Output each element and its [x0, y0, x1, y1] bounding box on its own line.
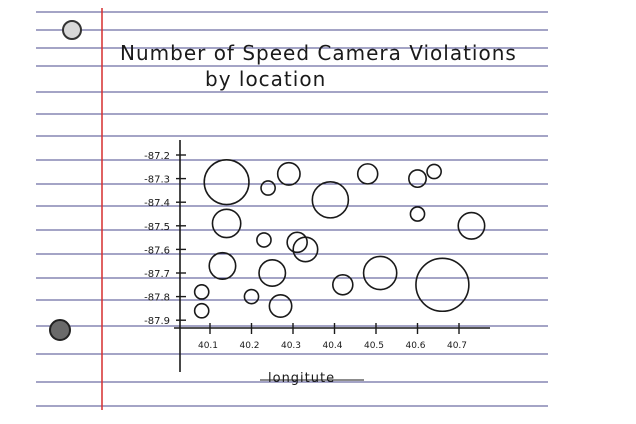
x-tick-label: 40.7 — [447, 341, 467, 351]
data-point — [256, 232, 272, 248]
data-point — [356, 163, 379, 185]
y-tick-label: -87.5 — [144, 222, 170, 233]
x-tick-label: 40.2 — [239, 341, 259, 351]
data-point — [331, 273, 354, 296]
data-point — [260, 180, 276, 196]
data-point — [415, 257, 470, 313]
y-axis-ticks: -87.2 -87.3 -87.4 -87.5 -87.6 -87.7 -87.8 -87.9 — [144, 151, 186, 327]
x-tick-label: 40.3 — [281, 341, 301, 351]
data-point — [276, 161, 301, 186]
data-point — [208, 251, 237, 280]
data-point — [258, 258, 287, 288]
x-axis-label: longitute — [268, 371, 335, 386]
y-tick-label: -87.3 — [144, 175, 170, 186]
data-point — [362, 255, 398, 291]
data-point — [311, 181, 350, 219]
y-tick-label: -87.7 — [144, 269, 170, 280]
data-point — [243, 288, 260, 305]
x-tick-label: 40.5 — [364, 341, 384, 351]
y-tick-label: -87.4 — [144, 198, 170, 209]
binder-hole — [49, 319, 71, 341]
data-point — [457, 211, 486, 240]
data-point — [193, 302, 210, 319]
binder-hole — [62, 20, 82, 40]
data-point — [426, 163, 442, 180]
y-tick-label: -87.8 — [144, 293, 170, 304]
data-point — [408, 169, 427, 189]
data-point — [409, 206, 426, 222]
data-point — [292, 236, 319, 263]
data-points — [193, 158, 486, 319]
x-tick-label: 40.6 — [405, 341, 425, 351]
data-point — [203, 158, 250, 206]
x-axis-ticks: 40.1 40.2 40.3 40.4 40.5 40.6 40.7 — [198, 323, 467, 351]
data-point — [211, 208, 242, 239]
chart-subtitle: by location — [205, 67, 326, 91]
data-point — [286, 231, 308, 254]
y-tick-label: -87.9 — [144, 316, 170, 327]
y-tick-label: -87.2 — [144, 151, 170, 162]
y-tick-label: -87.6 — [144, 245, 170, 256]
x-tick-label: 40.4 — [322, 341, 342, 351]
chart-title: Number of Speed Camera Violations — [120, 41, 517, 65]
data-point — [193, 284, 210, 300]
data-point — [268, 294, 293, 319]
x-tick-label: 40.1 — [198, 341, 218, 351]
